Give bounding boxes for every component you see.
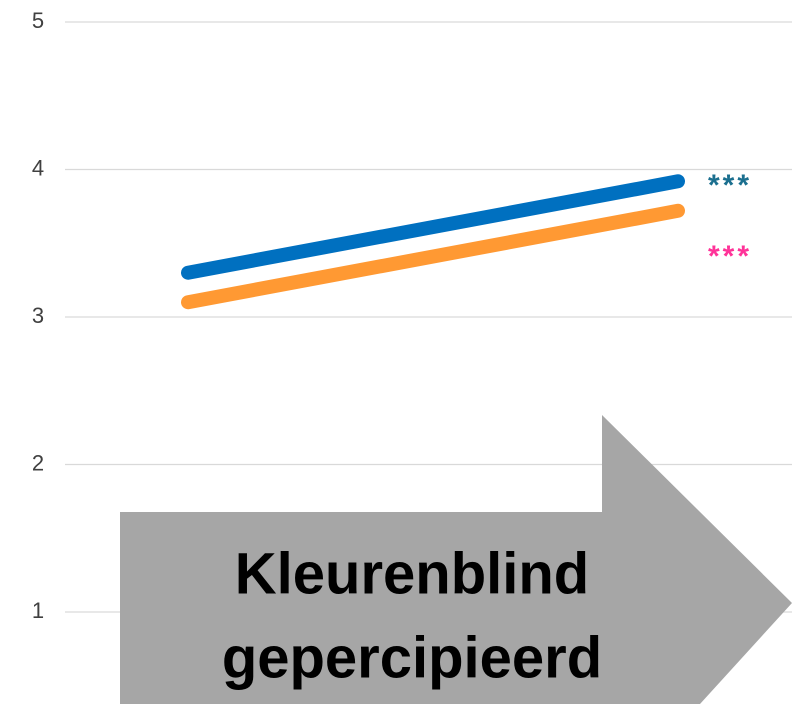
y-tick-label: 5 [32,8,44,33]
y-tick-label: 1 [32,598,44,623]
series-line [181,174,685,280]
y-tick-label: 3 [32,303,44,328]
significance-label: *** [708,169,752,202]
arrow-label: gepercipieerd [222,625,602,690]
y-tick-label: 4 [32,155,44,180]
arrow-label: Kleurenblind [235,541,589,606]
y-tick-label: 2 [32,450,44,475]
series-line [181,203,685,310]
lines [181,174,685,310]
arrow [120,415,792,704]
significance-label: *** [708,240,752,273]
